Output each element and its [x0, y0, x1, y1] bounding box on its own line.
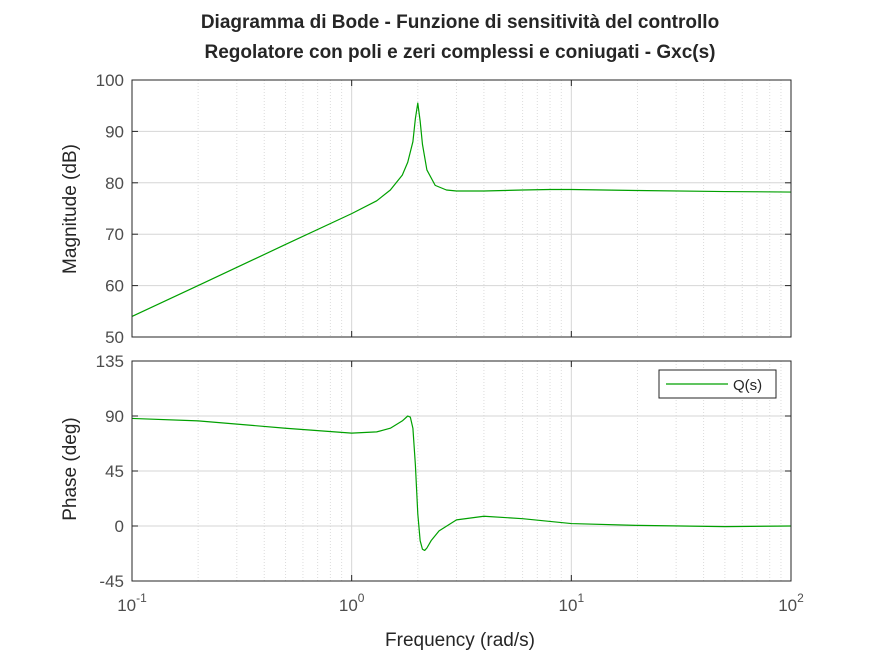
- phase-y-tick-label: 90: [105, 407, 124, 426]
- phase-y-tick-label: 45: [105, 462, 124, 481]
- x-axis-label: Frequency (rad/s): [385, 630, 535, 651]
- x-tick-label: 101: [559, 591, 585, 615]
- phase-y-axis-label: Phase (deg): [60, 417, 81, 521]
- phase-panel: -45 0 45 90 135 10-1 100 101 102 Q(s): [96, 352, 804, 615]
- x-tick-label: 100: [339, 591, 365, 615]
- x-tick-label: 10-1: [117, 591, 147, 615]
- magnitude-series-line: [131, 102, 792, 317]
- legend-label: Q(s): [733, 377, 762, 394]
- phase-y-tick-label: -45: [99, 572, 124, 591]
- magnitude-y-tick-label: 50: [105, 328, 124, 347]
- legend: Q(s): [658, 369, 777, 399]
- magnitude-y-tick-label: 60: [105, 277, 124, 296]
- magnitude-panel: 50 60 70 80 90 100: [96, 71, 792, 347]
- phase-y-tick-label: 0: [115, 517, 124, 536]
- magnitude-y-axis-label: Magnitude (dB): [60, 144, 81, 274]
- magnitude-y-tick-label: 90: [105, 122, 124, 141]
- chart-title-line-2: Regolatore con poli e zeri complessi e c…: [204, 42, 715, 63]
- magnitude-plot-area: [132, 80, 791, 337]
- x-tick-label: 102: [778, 591, 804, 615]
- chart-title-line-1: Diagramma di Bode - Funzione di sensitiv…: [201, 12, 719, 33]
- phase-series-line: [131, 415, 792, 552]
- phase-axes-box: [131, 360, 792, 582]
- magnitude-axes-box: [131, 79, 792, 338]
- phase-y-tick-label: 135: [96, 352, 124, 371]
- magnitude-y-tick-label: 70: [105, 225, 124, 244]
- magnitude-y-tick-label: 100: [96, 71, 124, 90]
- magnitude-y-tick-label: 80: [105, 174, 124, 193]
